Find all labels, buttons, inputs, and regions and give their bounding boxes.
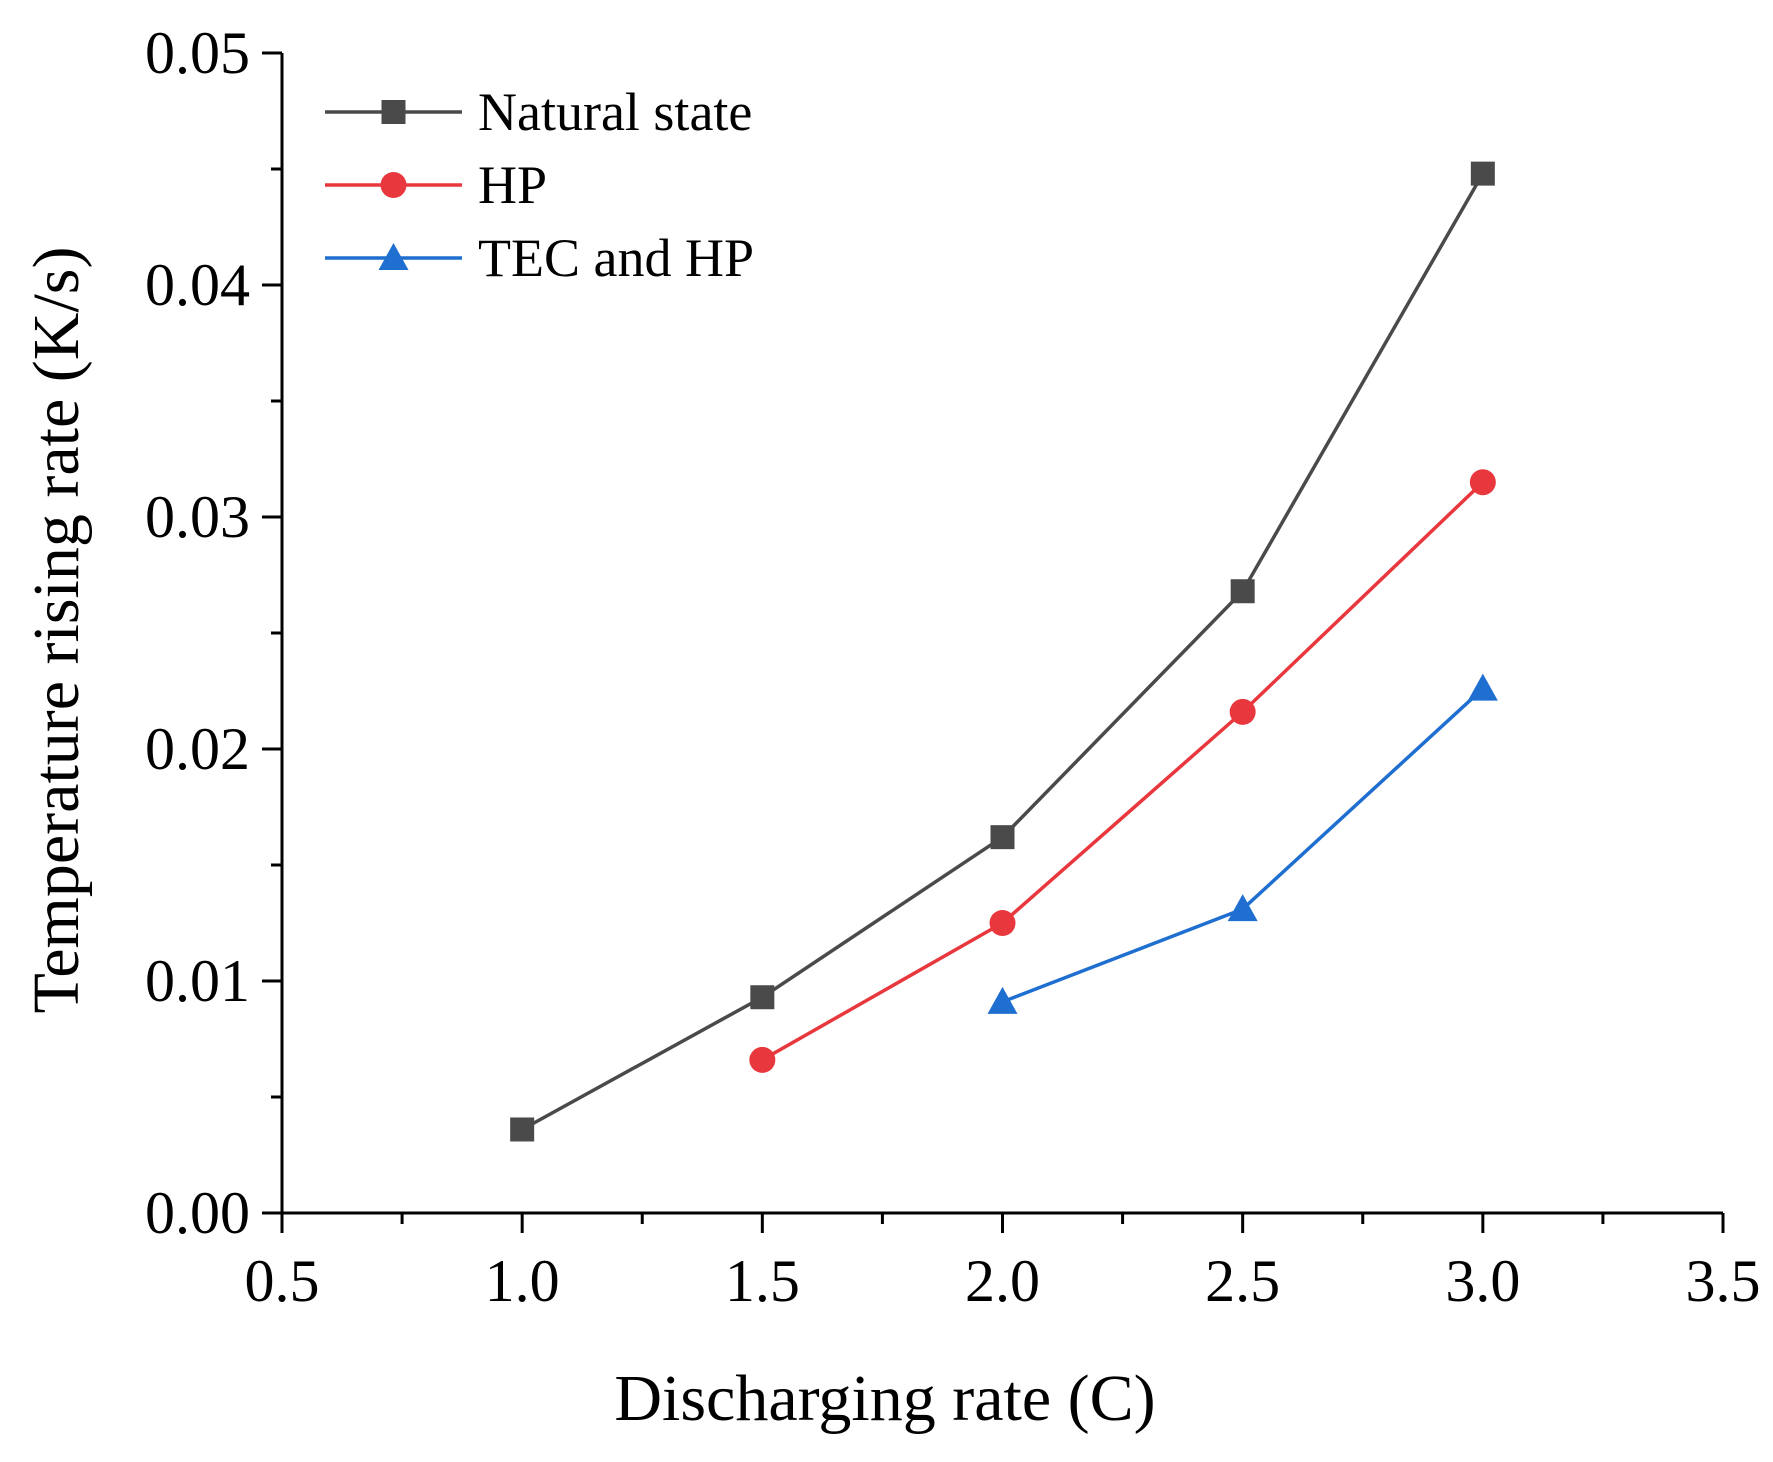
y-tick-label-0.04: 0.04	[145, 252, 250, 318]
series-hp	[749, 469, 1496, 1073]
x-tick-label-3.5: 3.5	[1686, 1248, 1761, 1314]
x-tick-label-0.5: 0.5	[245, 1248, 320, 1314]
legend-marker-tec-and-hp	[378, 243, 409, 270]
x-tick-label-1.0: 1.0	[485, 1248, 560, 1314]
x-tick-label-2.5: 2.5	[1205, 1248, 1280, 1314]
x-axis-ticks: 0.5 1.0 1.5 2.0 2.5 3.0 3.5	[245, 1213, 1761, 1314]
series-tec-and-hp	[987, 673, 1498, 1014]
data-point-natural-state-2	[990, 825, 1015, 850]
y-tick-label-0.00: 0.00	[145, 1180, 250, 1246]
legend-label-tec-and-hp: TEC and HP	[478, 228, 754, 288]
series-natural-state	[510, 161, 1495, 1142]
legend-label-hp: HP	[478, 155, 547, 215]
data-point-natural-state-1.5	[750, 985, 775, 1010]
data-point-natural-state-2.5	[1230, 579, 1255, 604]
plot-frame	[280, 53, 1723, 1215]
x-tick-label-1.5: 1.5	[725, 1248, 800, 1314]
legend-item-tec-and-hp: TEC and HP	[325, 228, 754, 288]
data-point-tec-and-hp-2.5	[1227, 894, 1258, 922]
legend-item-natural-state: Natural state	[325, 82, 752, 142]
y-tick-label-0.05: 0.05	[145, 20, 250, 86]
y-axis-title: Temperature rising rate (K/s)	[20, 247, 93, 1014]
data-point-hp-2	[989, 910, 1016, 936]
data-point-natural-state-1	[510, 1117, 535, 1142]
series-line-hp	[761, 480, 1485, 1062]
y-axis-ticks: 0.00 0.01 0.02 0.03 0.04 0.05	[145, 20, 282, 1246]
data-point-natural-state-3	[1470, 161, 1495, 186]
legend-marker-natural-state	[381, 100, 406, 124]
data-point-tec-and-hp-2	[987, 986, 1018, 1014]
series-layer	[510, 161, 1498, 1142]
x-tick-label-3.0: 3.0	[1445, 1248, 1520, 1314]
y-tick-label-0.02: 0.02	[145, 716, 250, 782]
data-point-hp-1.5	[749, 1046, 776, 1073]
legend-label-natural-state: Natural state	[478, 82, 752, 142]
y-tick-label-0.03: 0.03	[145, 484, 250, 550]
x-tick-label-2.0: 2.0	[965, 1248, 1040, 1314]
series-line-natural-state	[521, 172, 1485, 1132]
data-point-hp-3	[1469, 469, 1496, 496]
data-point-tec-and-hp-3	[1467, 673, 1498, 701]
legend-marker-hp	[380, 172, 407, 198]
x-axis-title: Discharging rate (C)	[614, 1362, 1155, 1435]
legend-item-hp: HP	[325, 155, 547, 215]
y-tick-label-0.01: 0.01	[145, 948, 250, 1014]
series-line-tec-and-hp	[1001, 687, 1485, 1004]
legend: Natural state HP TEC and HP	[325, 82, 754, 288]
data-point-hp-2.5	[1229, 698, 1256, 725]
